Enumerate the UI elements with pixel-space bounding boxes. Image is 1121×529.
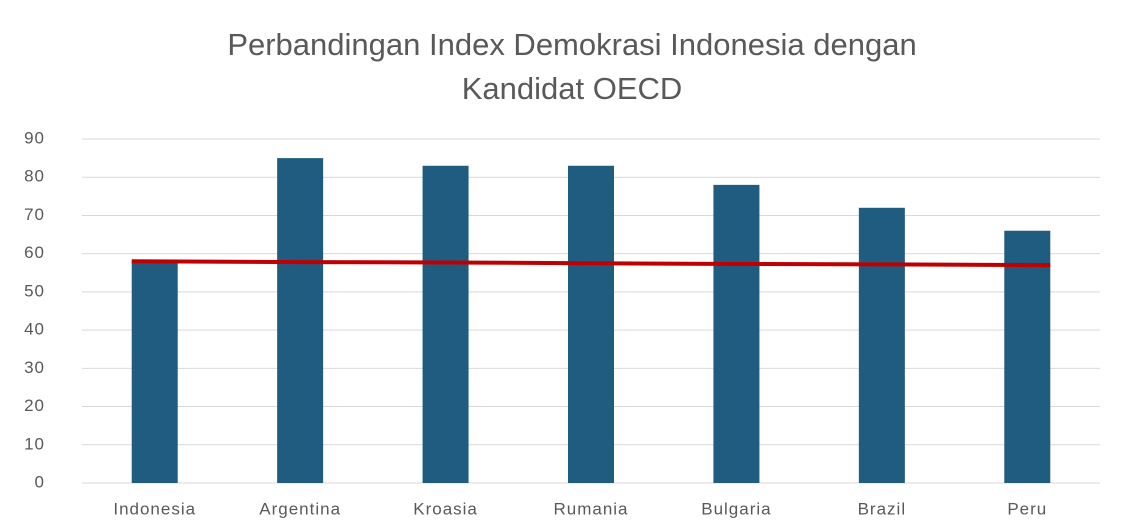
chart-title: Perbandingan Index Demokrasi Indonesia d… xyxy=(227,27,916,62)
y-tick-label: 90 xyxy=(24,128,45,147)
x-tick-label: Indonesia xyxy=(113,499,196,518)
reference-line xyxy=(131,259,1051,268)
x-tick-label: Kroasia xyxy=(413,499,478,518)
bar xyxy=(858,207,905,484)
bar xyxy=(1004,230,1051,483)
x-tick-label: Peru xyxy=(1007,499,1047,518)
y-tick-label: 0 xyxy=(35,472,45,491)
x-tick-label: Rumania xyxy=(553,499,628,518)
bar xyxy=(422,165,469,483)
y-tick-label: 30 xyxy=(24,358,45,377)
bar xyxy=(713,184,760,483)
y-tick-label: 80 xyxy=(24,167,45,186)
bar xyxy=(131,261,178,483)
y-tick-label: 70 xyxy=(24,205,45,224)
y-tick-label: 40 xyxy=(24,320,45,339)
x-tick-label: Argentina xyxy=(259,499,341,518)
bar xyxy=(277,158,324,483)
y-tick-label: 20 xyxy=(24,396,45,415)
y-tick-label: 50 xyxy=(24,281,45,300)
x-tick-label: Bulgaria xyxy=(701,499,771,518)
y-tick-label: 60 xyxy=(24,243,45,262)
x-tick-label: Brazil xyxy=(858,499,907,518)
chart-title: Kandidat OECD xyxy=(462,71,683,106)
y-tick-label: 10 xyxy=(24,434,45,453)
bar xyxy=(568,165,614,483)
